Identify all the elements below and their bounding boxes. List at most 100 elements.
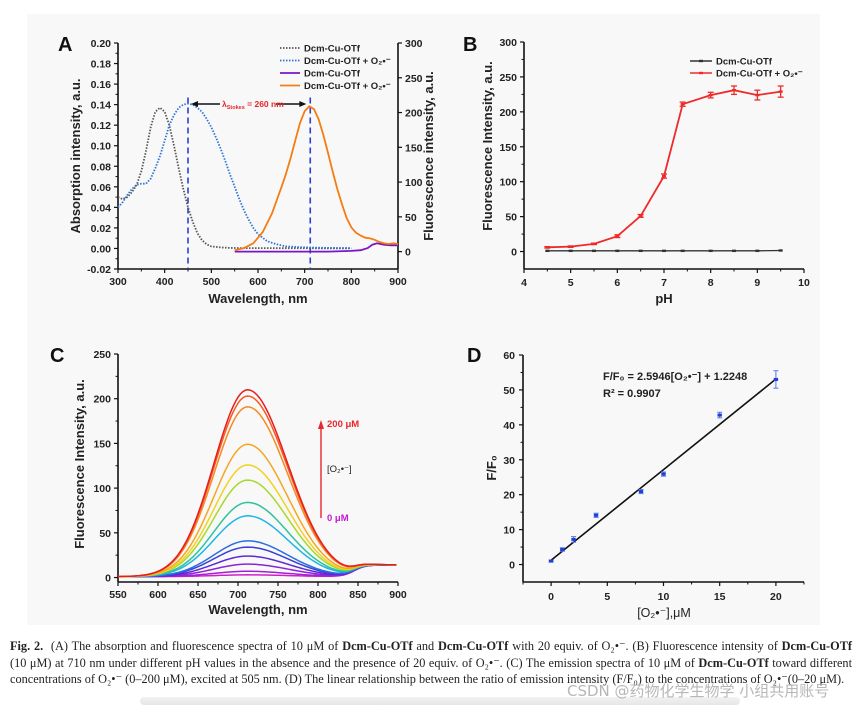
caption-compound: Dcm-Cu-OTf — [438, 639, 509, 653]
caption-label: Fig. 2. — [10, 639, 44, 653]
y2-tick-label: 200 — [405, 108, 423, 120]
y-tick-label: 100 — [93, 483, 111, 495]
x-tick-label: 5 — [604, 591, 610, 603]
x-tick-label: 0 — [548, 591, 554, 603]
r-squared: R² = 0.9907 — [603, 388, 661, 400]
y-tick-label: 0.14 — [91, 100, 112, 112]
caption-text: (A) The absorption and fluorescence spec… — [50, 639, 343, 653]
y-tick-label: -0.02 — [87, 264, 111, 276]
x-tick-label: 9 — [754, 277, 760, 289]
y-tick-label: 0.02 — [91, 223, 112, 235]
legend-label: Dcm-Cu-OTf — [304, 44, 361, 55]
data-point — [560, 548, 565, 552]
panel-label: C — [50, 345, 64, 367]
annotation-bottom-label: 0 μM — [327, 513, 349, 524]
legend-label: Dcm-Cu-OTf — [716, 57, 773, 68]
panel-label: A — [58, 34, 72, 56]
y-tick-label: 30 — [503, 455, 515, 467]
panel-c: C 550 600 650 700 750 800 850 900 0 50 100 150 200 250… — [50, 345, 407, 617]
y2-tick-label: 300 — [405, 38, 423, 50]
data-point — [755, 249, 760, 253]
data-point — [717, 413, 722, 417]
legend-marker — [699, 59, 703, 63]
series-line-2 — [547, 89, 781, 249]
emission-curve-6 — [118, 540, 397, 578]
x-tick-label: 300 — [109, 276, 127, 288]
concentration-arrowhead — [318, 420, 324, 429]
x-tick-label: 6 — [614, 277, 620, 289]
y-tick-label: 0.06 — [91, 182, 112, 194]
data-point — [638, 490, 644, 494]
x-tick-label: 600 — [249, 276, 267, 288]
y-tick-label: 50 — [99, 528, 111, 540]
annotation-middle-label: [O₂•⁻] — [327, 464, 352, 475]
series-line-4 — [234, 105, 399, 252]
panel-d: D 0 5 10 15 20 0 10 20 30 40 50 60 [O₂•⁻],μM F/F₀ F/F₀ … — [467, 345, 805, 620]
stokes-label: λStokes = 260 nm — [222, 99, 284, 111]
x-tick-label: 750 — [269, 589, 287, 601]
y2-tick-label: 150 — [405, 142, 423, 154]
y-tick-label: 150 — [499, 142, 517, 154]
y-tick-label: 0.16 — [91, 79, 112, 91]
y-tick-label: 50 — [505, 212, 517, 224]
y2-tick-label: 250 — [405, 73, 423, 85]
data-point — [773, 377, 779, 381]
series-line-1 — [117, 106, 352, 250]
x-tick-label: 900 — [389, 589, 407, 601]
y-tick-label: 200 — [499, 107, 517, 119]
x-tick-label: 800 — [309, 589, 327, 601]
x-axis-title: Wavelength, nm — [208, 602, 307, 617]
watermark: CSDN @药物化学生物学 小组共用账号 — [567, 682, 830, 700]
x-tick-label: 10 — [658, 591, 670, 603]
data-point — [568, 249, 573, 253]
data-point — [593, 513, 599, 517]
figure-caption: Fig. 2. (A) The absorption and fluoresce… — [10, 638, 852, 688]
stokes-arrowhead-right — [299, 101, 307, 107]
x-tick-label: 550 — [109, 589, 127, 601]
legend-label: Dcm-Cu-OTf + O₂•⁻ — [304, 81, 391, 92]
data-point — [615, 249, 620, 253]
y-tick-label: 0.20 — [91, 38, 112, 50]
x-tick-label: 850 — [349, 589, 367, 601]
y-tick-label: 0 — [105, 573, 111, 585]
annotation-top-label: 200 μM — [327, 419, 359, 430]
legend-marker — [699, 71, 703, 75]
x-tick-label: 700 — [229, 589, 247, 601]
x-tick-label: 5 — [568, 277, 574, 289]
data-point — [708, 249, 713, 253]
y2-axis-title: Fluorescence intensity, a.u. — [421, 71, 436, 241]
y-axis-title: F/F₀ — [484, 455, 499, 480]
data-point — [732, 249, 736, 253]
x-tick-label: 700 — [296, 276, 314, 288]
x-tick-label: 7 — [661, 277, 667, 289]
y-tick-label: 0.10 — [91, 141, 112, 153]
series-line-2 — [117, 102, 352, 249]
caption-compound: Dcm-Cu-OTf — [698, 655, 769, 670]
y-axis-title: Fluorescence Intensity, a.u. — [72, 379, 87, 549]
x-tick-label: 600 — [149, 589, 167, 601]
y-tick-label: 50 — [503, 385, 515, 397]
stokes-arrowhead-left — [191, 101, 198, 107]
caption-text: (10 μM) at 710 nm under different pH val… — [10, 655, 699, 670]
y-tick-label: 300 — [499, 37, 517, 49]
x-tick-label: 20 — [770, 591, 782, 603]
emission-curve-9 — [118, 479, 397, 578]
series-line-3 — [234, 242, 398, 253]
y-tick-label: 150 — [93, 438, 111, 450]
data-point — [778, 249, 783, 252]
data-point — [548, 559, 554, 563]
figure-background — [27, 14, 820, 625]
y-tick-label: 250 — [499, 72, 517, 84]
x-tick-label: 650 — [189, 589, 207, 601]
emission-curve-12 — [118, 406, 397, 578]
x-tick-label: 800 — [343, 276, 361, 288]
fit-equation: F/F₀ = 2.5946[O₂•⁻] + 1.2248 — [603, 371, 747, 383]
x-tick-label: 400 — [156, 276, 174, 288]
y-tick-label: 250 — [93, 349, 111, 361]
caption-text: toward different concentrations of O₂•⁻ … — [10, 655, 853, 687]
y-tick-label: 20 — [503, 490, 515, 502]
y-tick-label: 0.12 — [91, 120, 112, 132]
data-point — [571, 537, 576, 541]
data-point — [545, 249, 550, 253]
emission-curve-11 — [117, 443, 397, 578]
